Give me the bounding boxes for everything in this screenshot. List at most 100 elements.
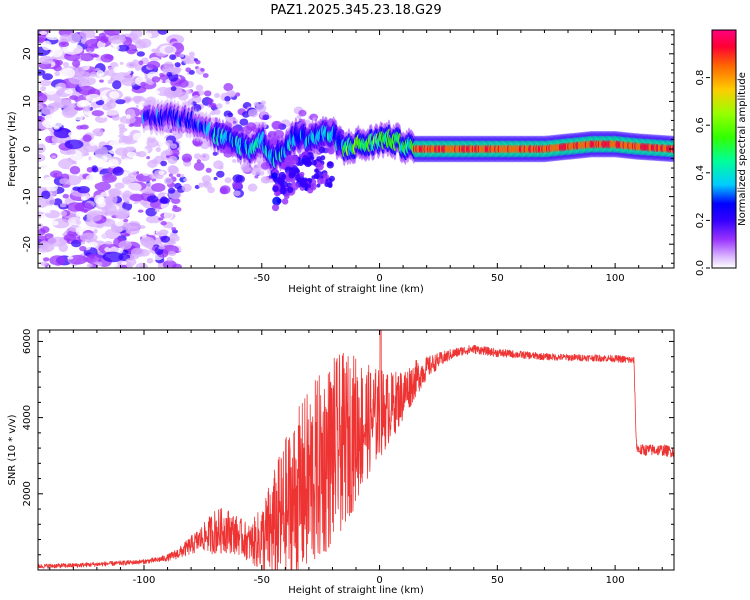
spectrogram-cell [216, 170, 225, 178]
spectrogram-cell [166, 71, 173, 77]
spectrogram-cell [114, 182, 125, 189]
spectrogram-cell [168, 165, 180, 175]
spectrogram-cell [287, 186, 294, 194]
spectrogram-cell [40, 261, 48, 267]
spectrogram-cell [314, 168, 319, 173]
spectrogram-cell [112, 80, 122, 90]
spectrogram-cell [46, 183, 58, 192]
spectrogram-cell [255, 103, 267, 113]
spectrogram-cell [100, 191, 111, 197]
spectrogram-cell [181, 183, 192, 193]
spectrogram-cell [250, 167, 261, 176]
spectrogram-cell [108, 35, 126, 44]
spectrogram-y-label: Frequency (Hz) [7, 111, 18, 187]
spectrogram-cell [193, 161, 205, 171]
x-tick-label: -50 [254, 575, 270, 586]
y-tick-label: 4000 [22, 405, 33, 430]
spectrogram-cell [168, 250, 177, 257]
spectrogram-cell [232, 159, 237, 163]
spectrogram-cell [146, 257, 154, 264]
spectrogram-cell [39, 240, 49, 250]
spectrogram-cell [62, 62, 70, 68]
snr-y-label: SNR (10 * v/v) [7, 414, 18, 485]
spectrogram-cell [202, 73, 209, 78]
spectrogram-cell [212, 151, 218, 156]
spectrogram-cell [139, 265, 145, 268]
spectrogram-cell [145, 207, 157, 217]
spectrogram-cell [164, 149, 173, 156]
spectrogram-cell [146, 230, 156, 236]
spectrogram-cell [166, 256, 173, 262]
spectrogram-cell [219, 187, 228, 195]
spectrogram-cell [76, 71, 91, 80]
spectrogram-cell [304, 159, 312, 168]
spectrogram-cell [298, 109, 307, 117]
x-tick-label: 0 [376, 575, 382, 586]
spectrogram-cell [39, 30, 48, 36]
spectrogram-cell [213, 176, 218, 181]
spectrogram-cell [80, 124, 89, 130]
spectrogram-cell [108, 188, 120, 198]
spectrogram-cell [114, 220, 124, 227]
spectrogram-cell [72, 59, 81, 68]
spectrogram-cell [180, 173, 185, 178]
spectrogram-cell [176, 173, 181, 178]
spectrogram-cell [65, 149, 76, 155]
spectrogram-cell [104, 247, 111, 252]
spectrogram-cell [38, 69, 46, 76]
spectrogram-cell [223, 83, 234, 92]
spectrogram-cell [89, 139, 97, 147]
spectrogram-cell [151, 76, 161, 83]
spectrogram-cell [69, 165, 81, 175]
x-tick-label: -100 [133, 273, 156, 284]
spectrogram-x-label: Height of straight line (km) [288, 284, 424, 295]
spectrogram-cell [151, 183, 166, 192]
spectrogram-cell [99, 79, 104, 83]
spectrogram-cell [169, 54, 177, 60]
spectrogram-cell [38, 228, 46, 236]
spectrogram-cell [38, 154, 43, 159]
spectrogram-cell [198, 90, 205, 96]
spectrogram-cell [112, 166, 124, 176]
colorbar-gradient [712, 30, 736, 268]
spectrogram-cell [39, 79, 52, 87]
y-tick-label: 10 [22, 95, 33, 108]
spectrogram-cell [103, 47, 108, 51]
colorbar-tick-label: 0.6 [695, 117, 706, 133]
spectrogram-cell [318, 146, 326, 154]
spectrogram-cell [247, 183, 258, 192]
spectrogram-cell [67, 32, 81, 44]
spectrogram-cell [179, 53, 185, 58]
spectrogram-cell [77, 85, 96, 96]
spectrogram-y-axis: -20 -10 0 10 20 [22, 34, 674, 264]
y-tick-label: -20 [22, 236, 33, 252]
spectrogram-cell [50, 47, 63, 58]
y-tick-label: 6000 [22, 329, 33, 354]
spectrogram-cell [73, 248, 82, 256]
spectrogram-cell [262, 114, 270, 121]
spectrogram-cell [150, 222, 157, 227]
spectrogram-cell [107, 158, 119, 169]
spectrogram-cell [54, 71, 61, 77]
spectrogram-cell [88, 241, 98, 248]
spectrogram-cell [328, 175, 335, 182]
spectrogram-cell [167, 240, 176, 245]
spectrogram-cell [247, 108, 259, 118]
spectrogram-cell [131, 215, 141, 222]
spectrogram-cell [204, 90, 212, 97]
colorbar-label: Normalized spectral amplitude [737, 72, 748, 226]
spectrogram-cell [79, 245, 87, 252]
spectrogram-cell [296, 114, 302, 119]
spectrogram-cell [125, 257, 137, 266]
spectrogram-cell [326, 181, 333, 188]
spectrogram-cell [67, 217, 83, 226]
spectrogram-cell [80, 37, 87, 43]
y-tick-label: 2000 [22, 481, 33, 506]
spectrogram-cell [113, 66, 123, 74]
spectrogram-cell [160, 220, 167, 226]
spectrogram-cell [126, 61, 138, 69]
spectrogram-cell [200, 67, 205, 72]
snr-y-axis: 2000 4000 6000 [22, 329, 674, 571]
colorbar-axis: 0.0 0.2 0.4 0.6 0.8 [695, 70, 710, 276]
